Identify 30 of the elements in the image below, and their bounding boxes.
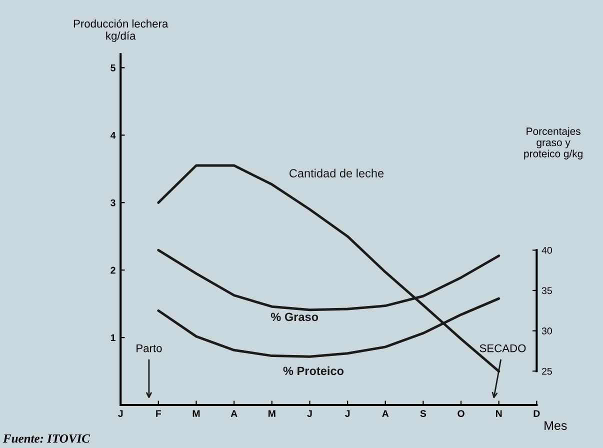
y-tick-label: 5 [110, 64, 116, 72]
y-tick-label: 1 [110, 334, 116, 342]
series-label: % Graso [270, 312, 318, 322]
x-tick-label: A [230, 410, 238, 417]
x-tick-label: A [382, 410, 389, 417]
y-axis-title: Producción lechera kg/día [74, 19, 168, 42]
x-tick-label: D [534, 410, 540, 417]
y2-axis-title: Porcentajes graso y proteico g/kg [524, 127, 582, 160]
series-label: Cantidad de leche [290, 168, 384, 178]
series-label: % Proteico [283, 366, 344, 376]
annotation: SECADO [480, 344, 526, 352]
y-tick-label: 2 [110, 266, 116, 274]
x-tick-label: O [458, 410, 464, 417]
y-tick-label: 4 [110, 132, 116, 139]
x-tick-label: J [307, 410, 312, 417]
y2-tick-label: 30 [542, 328, 552, 334]
y2-tick-label: 40 [542, 246, 552, 254]
x-tick-label: J [118, 410, 123, 417]
y2-tick-label: 25 [542, 368, 552, 375]
x-axis-title: Mes [544, 421, 567, 430]
y-tick-label: 3 [110, 199, 116, 206]
x-tick-label: M [268, 410, 276, 417]
x-tick-label: N [496, 410, 502, 417]
source-note: Fuente: ITOVIC [3, 434, 90, 443]
y2-tick-label: 35 [542, 287, 552, 294]
x-tick-label: J [344, 410, 350, 417]
x-tick-label: M [192, 410, 200, 417]
x-tick-label: S [420, 410, 426, 417]
annotation: Parto [136, 344, 162, 352]
x-tick-label: F [156, 410, 162, 417]
